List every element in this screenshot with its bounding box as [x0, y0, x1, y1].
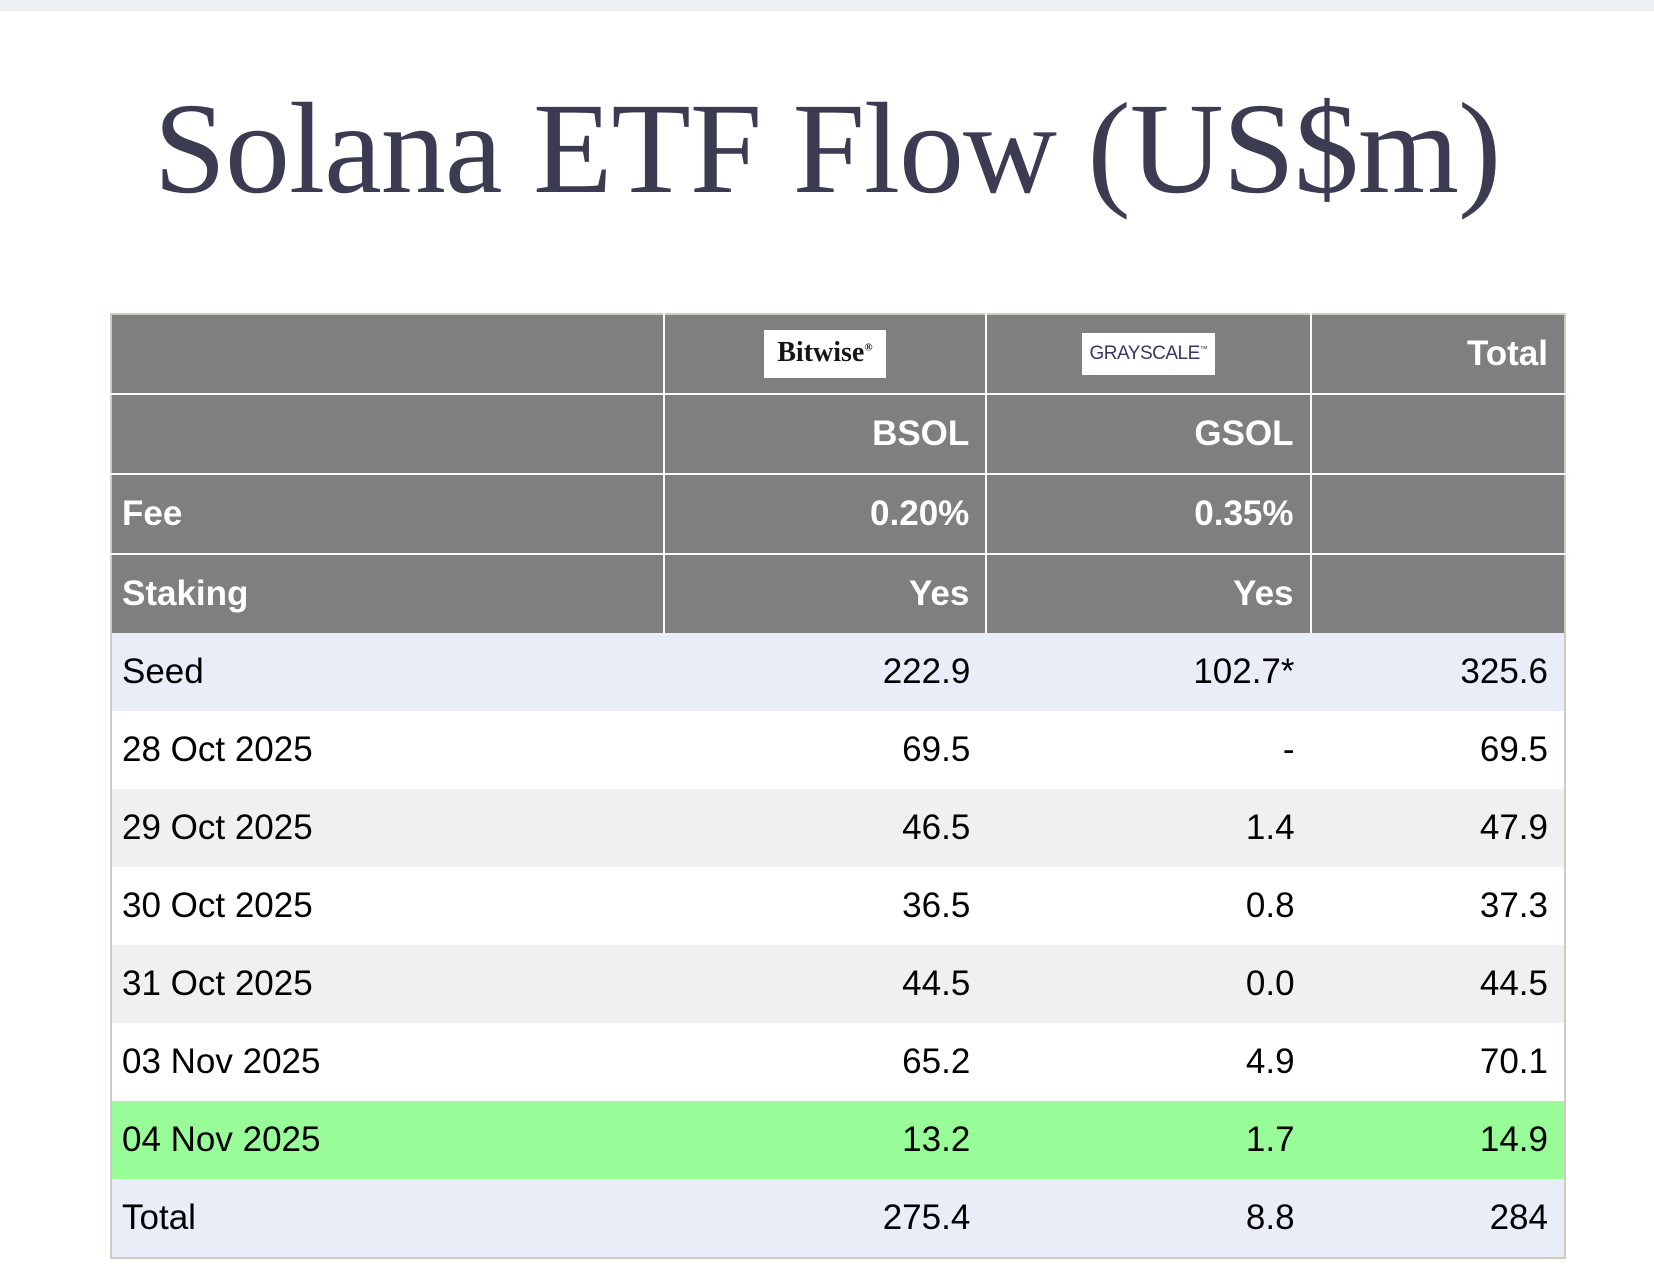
brands-empty-cell	[111, 314, 665, 395]
bsol-value-cell: 65.2	[663, 1023, 987, 1101]
tickers-empty-cell	[111, 394, 665, 475]
grayscale-brand-cell: GRAYSCALE™	[986, 314, 1312, 395]
staking-total-empty-cell	[1310, 554, 1565, 633]
row-label-cell: 04 Nov 2025	[111, 1101, 664, 1179]
table-row-seed: Seed 222.9 102.7* 325.6	[111, 633, 1565, 711]
bsol-value-cell: 46.5	[663, 789, 987, 867]
gsol-value-cell: 8.8	[986, 1179, 1311, 1258]
table-row-03-nov-2025: 03 Nov 2025 65.2 4.9 70.1	[111, 1023, 1565, 1101]
bitwise-logo: Bitwise®	[764, 330, 886, 378]
row-label-cell: 03 Nov 2025	[111, 1023, 664, 1101]
gsol-value-cell: 0.0	[986, 945, 1311, 1023]
total-value-cell: 47.9	[1310, 789, 1565, 867]
total-value-cell: 44.5	[1310, 945, 1565, 1023]
bsol-value-cell: 275.4	[663, 1179, 987, 1258]
row-label-cell: 29 Oct 2025	[111, 789, 664, 867]
table-row-tickers: BSOL GSOL	[111, 394, 1565, 475]
staking-bsol-cell: Yes	[663, 554, 988, 633]
fee-total-empty-cell	[1310, 474, 1565, 555]
bsol-value-cell: 36.5	[663, 867, 987, 945]
fee-bsol-cell: 0.20%	[663, 474, 988, 555]
bitwise-logo-text: Bitwise	[777, 337, 865, 368]
table-row-31-oct-2025: 31 Oct 2025 44.5 0.0 44.5	[111, 945, 1565, 1023]
fee-gsol-cell: 0.35%	[986, 474, 1312, 555]
page-title: Solana ETF Flow (US$m)	[153, 77, 1502, 221]
total-value-cell: 69.5	[1310, 711, 1565, 789]
grayscale-logo: GRAYSCALE™	[1081, 333, 1216, 376]
grayscale-logo-text: GRAYSCALE	[1089, 343, 1201, 365]
gsol-value-cell: 1.4	[986, 789, 1311, 867]
bitwise-brand-cell: Bitwise®	[663, 314, 988, 395]
row-label-cell: 31 Oct 2025	[111, 945, 664, 1023]
staking-label-cell: Staking	[111, 554, 665, 633]
gsol-value-cell: 0.8	[986, 867, 1311, 945]
gsol-value-cell: 1.7	[986, 1101, 1311, 1179]
row-label-cell: Seed	[111, 633, 664, 711]
row-label-cell: 28 Oct 2025	[111, 711, 664, 789]
staking-gsol-cell: Yes	[986, 554, 1312, 633]
table-row-total: Total 275.4 8.8 284	[111, 1179, 1565, 1258]
table-row-30-oct-2025: 30 Oct 2025 36.5 0.8 37.3	[111, 867, 1565, 945]
bsol-value-cell: 222.9	[663, 633, 987, 711]
bsol-value-cell: 13.2	[663, 1101, 987, 1179]
top-edge-strip	[0, 0, 1654, 11]
bitwise-registered-mark: ®	[864, 341, 873, 354]
bsol-ticker-cell: BSOL	[663, 394, 988, 475]
total-column-header: Total	[1310, 314, 1565, 395]
table-row-29-oct-2025: 29 Oct 2025 46.5 1.4 47.9	[111, 789, 1565, 867]
gsol-ticker-cell: GSOL	[986, 394, 1312, 475]
total-value-cell: 14.9	[1310, 1101, 1565, 1179]
total-value-cell: 70.1	[1310, 1023, 1565, 1101]
gsol-value-cell: 102.7*	[986, 633, 1311, 711]
table-row-brands: Bitwise® GRAYSCALE™ Total	[111, 314, 1565, 395]
table-row-28-oct-2025: 28 Oct 2025 69.5 - 69.5	[111, 711, 1565, 789]
total-value-cell: 284	[1310, 1179, 1565, 1258]
solana-etf-flow-table: Bitwise® GRAYSCALE™ Total BSOL GSOL Fee …	[110, 313, 1566, 1259]
bsol-value-cell: 44.5	[663, 945, 987, 1023]
table-row-04-nov-2025-highlighted: 04 Nov 2025 13.2 1.7 14.9	[111, 1101, 1565, 1179]
bsol-value-cell: 69.5	[663, 711, 987, 789]
fee-label-cell: Fee	[111, 474, 665, 555]
table-row-staking: Staking Yes Yes	[111, 554, 1565, 633]
gsol-value-cell: 4.9	[986, 1023, 1311, 1101]
row-label-cell: Total	[111, 1179, 664, 1258]
gsol-value-cell: -	[986, 711, 1311, 789]
tickers-total-empty-cell	[1310, 394, 1565, 475]
grayscale-trademark-mark: ™	[1199, 345, 1208, 355]
total-value-cell: 37.3	[1310, 867, 1565, 945]
table-row-fee: Fee 0.20% 0.35%	[111, 474, 1565, 555]
row-label-cell: 30 Oct 2025	[111, 867, 664, 945]
total-value-cell: 325.6	[1310, 633, 1565, 711]
